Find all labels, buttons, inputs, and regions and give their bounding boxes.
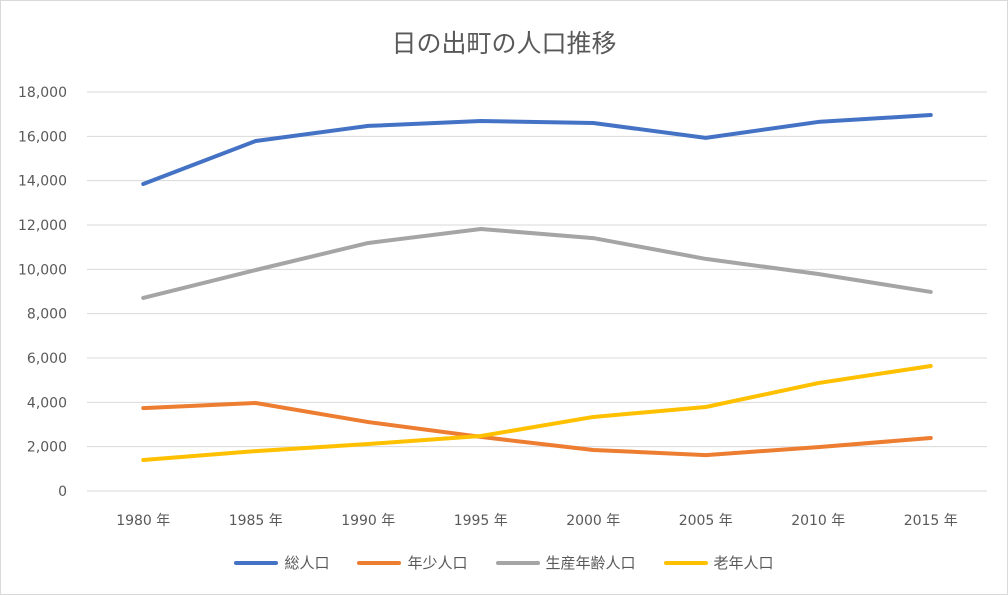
legend-item: 総人口 (234, 552, 329, 573)
x-tick-label: 1980 年 (116, 513, 170, 529)
x-tick-label: 1995 年 (454, 513, 508, 529)
legend-item: 老年人口 (663, 552, 774, 573)
legend-swatch (234, 560, 279, 565)
x-tick-label: 2000 年 (566, 513, 620, 529)
x-tick-label: 2010 年 (791, 513, 845, 529)
legend-item: 生産年齢人口 (495, 552, 636, 573)
y-tick-label: 2,000 (27, 440, 67, 456)
series-line-年少人口 (141, 400, 933, 458)
legend-label: 生産年齢人口 (545, 554, 636, 572)
y-tick-label: 10,000 (18, 262, 67, 278)
x-tick-label: 2005 年 (679, 513, 733, 529)
series-line-総人口 (141, 113, 933, 186)
legend-label: 総人口 (284, 554, 330, 572)
legend-swatch (495, 560, 540, 565)
chart-title: 日の出町の人口推移 (391, 29, 617, 58)
y-tick-label: 14,000 (18, 174, 67, 190)
legend-label: 老年人口 (713, 554, 774, 572)
y-tick-label: 6,000 (27, 351, 67, 367)
legend-label: 年少人口 (407, 554, 468, 572)
legend-item: 年少人口 (357, 552, 468, 573)
series-line-生産年齢人口 (141, 226, 933, 300)
x-tick-label: 1985 年 (229, 513, 283, 529)
x-tick-label: 1990 年 (341, 513, 395, 529)
y-tick-label: 4,000 (27, 395, 67, 411)
x-tick-label: 2015 年 (904, 513, 958, 529)
y-tick-label: 12,000 (18, 218, 67, 234)
legend: 総人口 年少人口 生産年齢人口 老年人口 (0, 552, 1008, 573)
legend-swatch (663, 560, 708, 565)
y-tick-label: 8,000 (27, 307, 67, 323)
y-tick-label: 0 (58, 484, 67, 500)
y-tick-label: 18,000 (18, 85, 67, 101)
legend-swatch (357, 560, 402, 565)
series-line-老年人口 (141, 363, 933, 462)
y-tick-label: 16,000 (18, 129, 67, 145)
